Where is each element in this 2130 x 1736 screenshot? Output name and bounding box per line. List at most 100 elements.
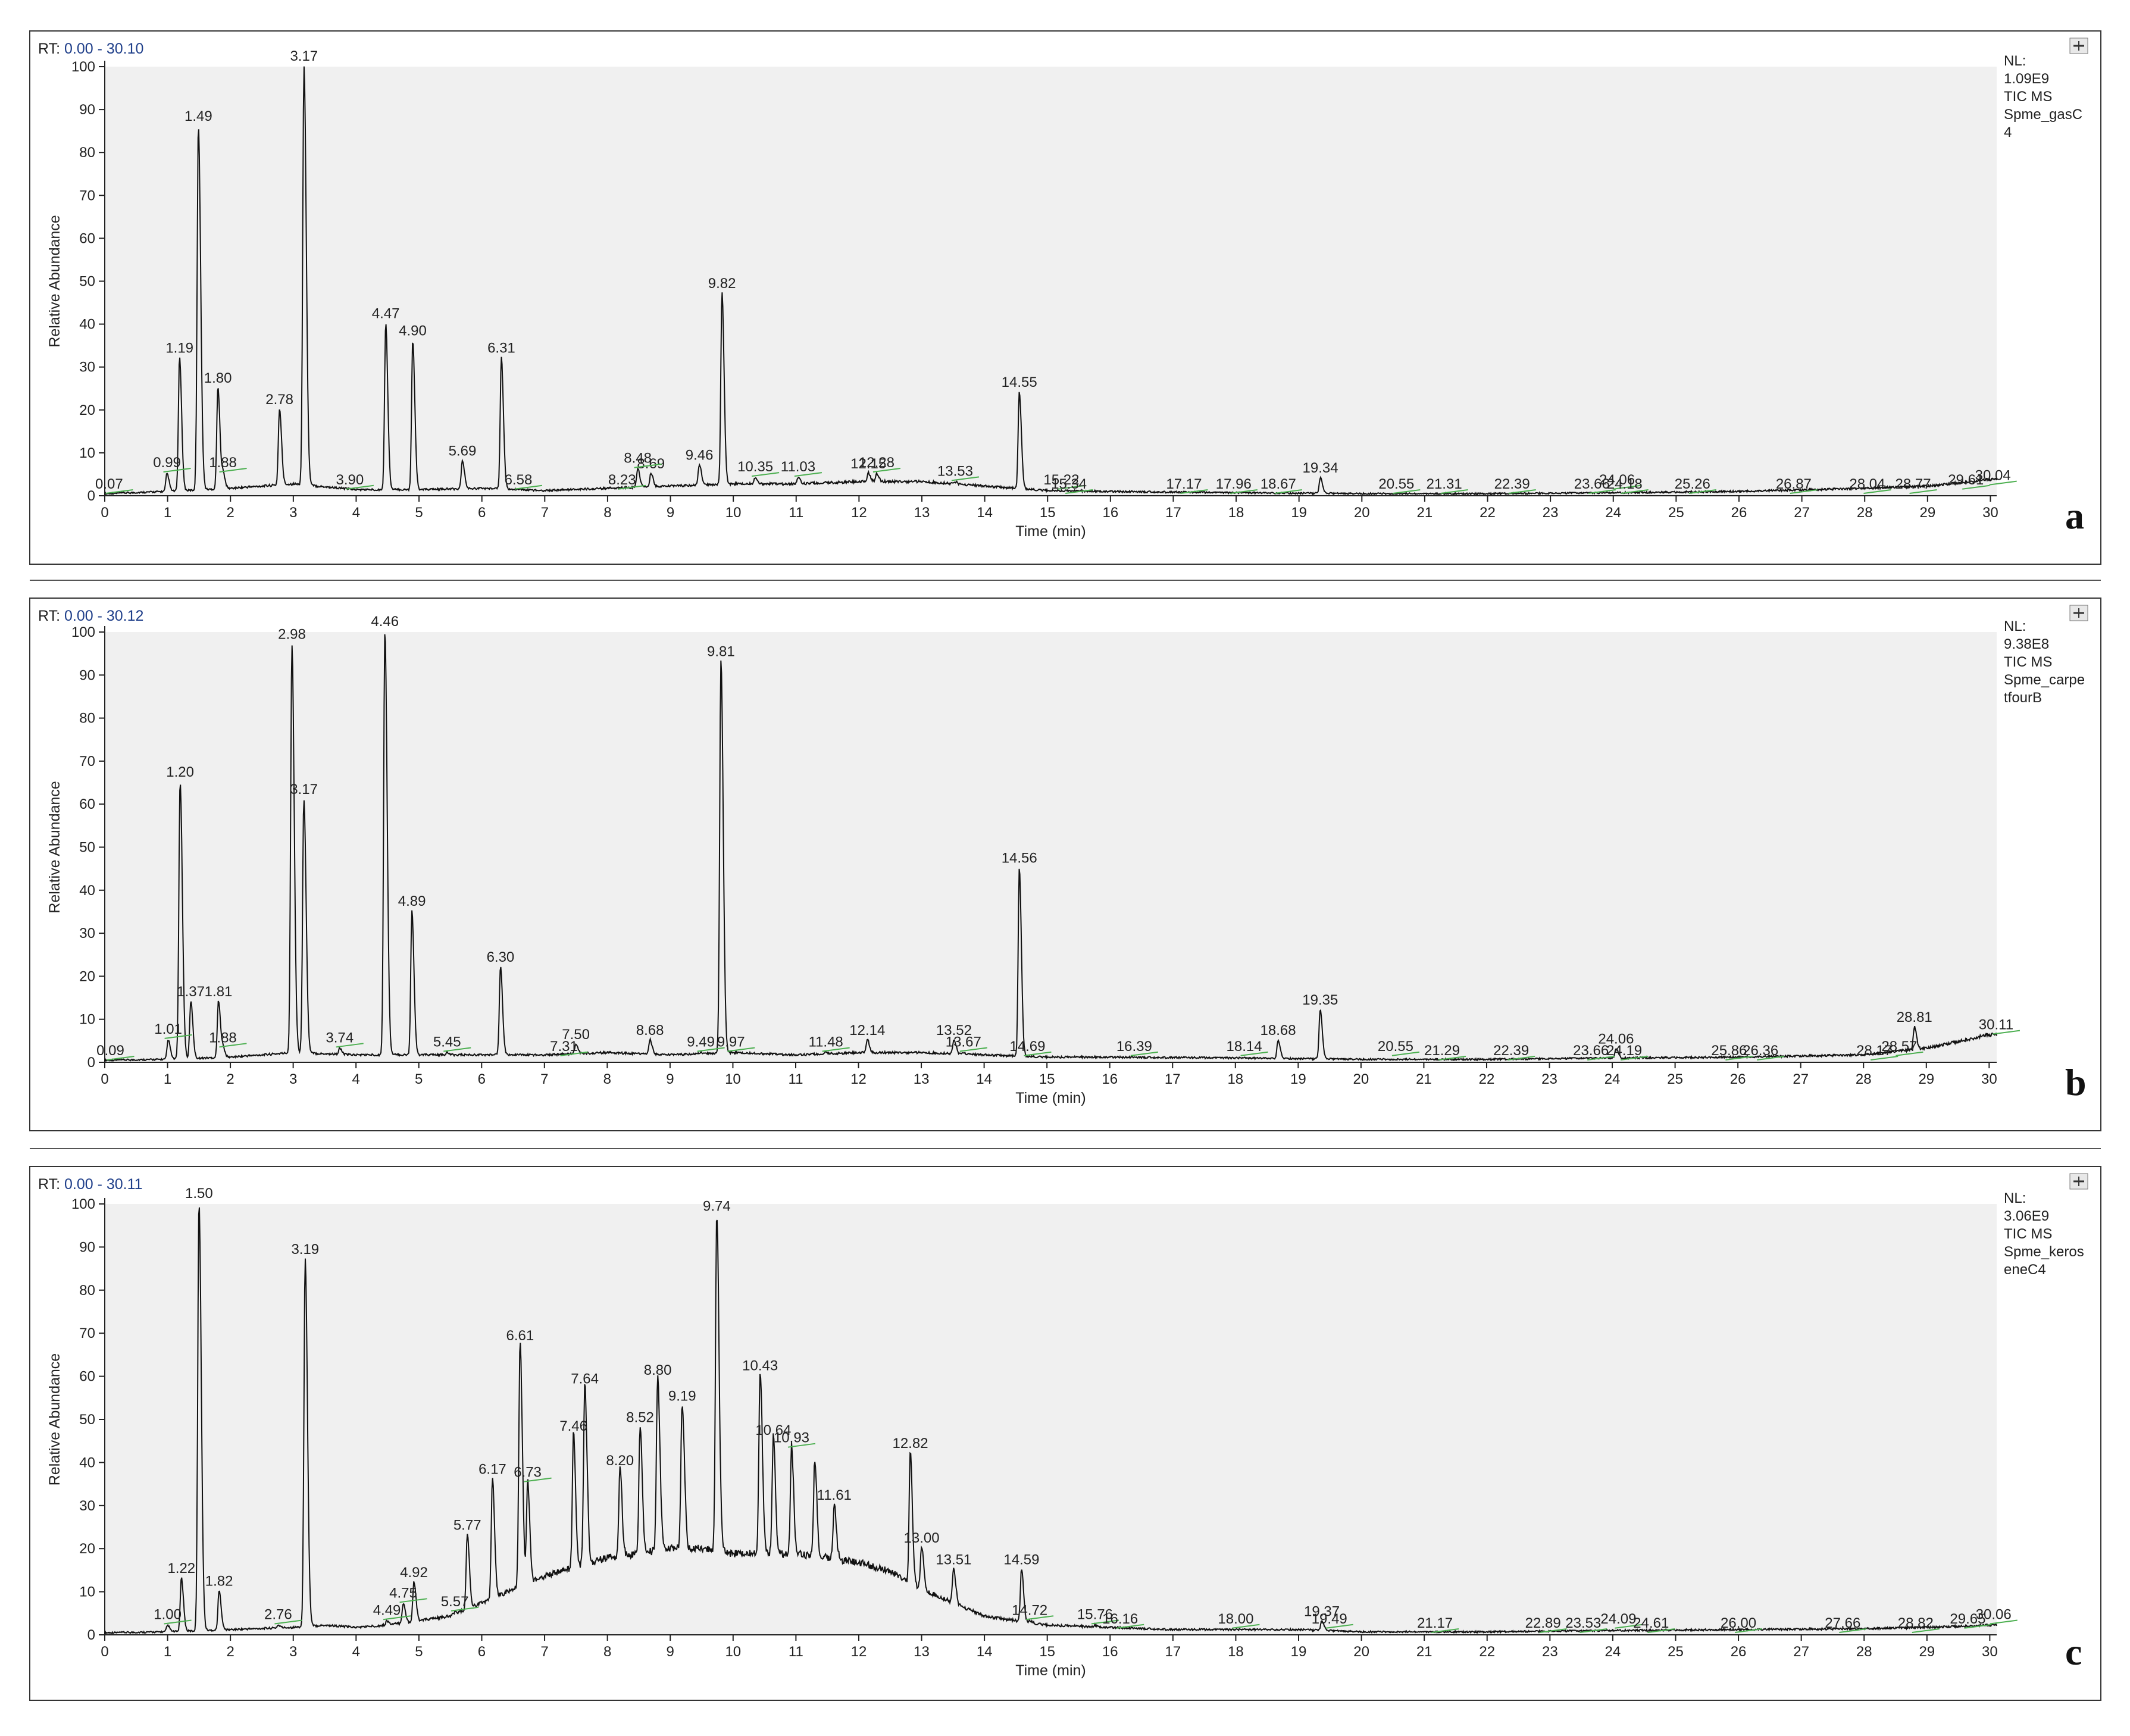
x-tick-label: 30 xyxy=(1982,1644,1998,1660)
x-tick-label: 21 xyxy=(1416,1644,1432,1660)
annotation-leader xyxy=(1579,1628,1607,1633)
peak-label-minor: 3.90 xyxy=(336,472,364,488)
annotation-leader xyxy=(1992,1030,2020,1035)
x-tick-label: 7 xyxy=(541,505,549,521)
info-line: Spme_carpe xyxy=(2004,672,2085,688)
peak-label: 12.82 xyxy=(892,1435,928,1452)
annotation-leader xyxy=(1621,489,1649,494)
y-tick-label: 70 xyxy=(79,187,95,204)
peak-label-minor: 8.23 xyxy=(608,472,636,488)
y-tick-label: 40 xyxy=(79,883,95,899)
peak-label-minor: 24.06 xyxy=(1599,472,1635,488)
peak-label-minor: 21.29 xyxy=(1424,1043,1460,1059)
peak-label-minor: 26.36 xyxy=(1743,1043,1778,1059)
x-tick-label: 11 xyxy=(789,1644,803,1660)
x-tick-label: 0 xyxy=(101,505,108,521)
peak-label-minor: 29.65 xyxy=(1950,1611,1985,1627)
y-axis-label: Relative Abundance xyxy=(46,781,63,913)
annotation-leader xyxy=(1896,1051,1923,1056)
annotation-leader xyxy=(1024,1051,1052,1056)
peak-label-minor: 23.66 xyxy=(1573,1043,1609,1059)
peak-label-minor: 1.01 xyxy=(154,1021,182,1037)
peak-label-minor: 18.00 xyxy=(1218,1611,1253,1627)
x-tick-label: 24 xyxy=(1605,505,1621,521)
peak-label-minor: 30.06 xyxy=(1976,1607,2012,1623)
panel-letter: b xyxy=(2065,1061,2087,1103)
pin-icon[interactable] xyxy=(2069,1173,2088,1190)
peak-label: 6.31 xyxy=(487,340,515,356)
x-tick-label: 28 xyxy=(1857,505,1873,521)
info-line: 3.06E9 xyxy=(2004,1208,2049,1224)
y-axis-label: Relative Abundance xyxy=(46,215,63,347)
annotation-leader xyxy=(751,472,780,477)
peak-label-minor: 23.66 xyxy=(1574,476,1610,492)
annotation-leader xyxy=(697,1047,725,1052)
peak-label-minor: 7.31 xyxy=(550,1039,578,1055)
peak-label-minor: 6.58 xyxy=(505,472,533,488)
info-line: NL: xyxy=(2004,1190,2026,1206)
x-tick-label: 18 xyxy=(1228,1644,1244,1660)
peak-label-minor: 24.18 xyxy=(1607,476,1643,492)
x-tick-label: 19 xyxy=(1291,1644,1307,1660)
peak-label: 1.50 xyxy=(185,1186,213,1202)
pin-icon[interactable] xyxy=(2069,605,2088,621)
rt-range: 0.00 - 30.10 xyxy=(64,40,143,57)
annotation-leader xyxy=(1989,480,2017,486)
peak-label: 3.17 xyxy=(290,48,318,64)
peak-label: 4.90 xyxy=(399,323,427,339)
annotation-leader xyxy=(1613,484,1641,490)
annotation-leader xyxy=(524,1477,552,1482)
peak-label: 6.17 xyxy=(478,1461,506,1477)
peak-label-minor: 22.39 xyxy=(1493,1043,1529,1059)
x-tick-label: 6 xyxy=(478,1644,486,1660)
annotation-leader xyxy=(1909,489,1937,494)
x-tick-label: 27 xyxy=(1793,1071,1809,1087)
y-tick-label: 20 xyxy=(79,1541,95,1557)
peak-label-minor: 1.88 xyxy=(209,455,237,471)
peak-label-minor: 14.69 xyxy=(1009,1039,1045,1055)
peak-label: 18.68 xyxy=(1261,1022,1296,1039)
peak-label: 1.80 xyxy=(204,370,232,386)
y-tick-label: 100 xyxy=(71,1196,95,1212)
x-tick-label: 10 xyxy=(725,1071,741,1087)
y-tick-label: 30 xyxy=(79,925,95,941)
x-tick-label: 1 xyxy=(164,505,171,521)
annotation-leader xyxy=(164,1619,192,1625)
x-tick-label: 28 xyxy=(1856,1644,1872,1660)
peak-label: 9.74 xyxy=(703,1199,731,1215)
x-tick-label: 4 xyxy=(352,1071,359,1087)
x-tick-label: 16 xyxy=(1102,505,1118,521)
pin-icon[interactable] xyxy=(2069,37,2088,54)
peak-label: 9.19 xyxy=(668,1388,696,1404)
annotation-leader xyxy=(1647,1628,1675,1633)
annotation-leader xyxy=(1507,1056,1535,1061)
annotation-leader xyxy=(1912,1628,1940,1633)
x-tick-label: 27 xyxy=(1793,1644,1809,1660)
annotation-leader xyxy=(1620,1056,1649,1061)
peak-label-minor: 5.45 xyxy=(433,1034,461,1050)
y-tick-label: 80 xyxy=(79,711,95,727)
peak-label-minor: 4.49 xyxy=(373,1602,401,1618)
x-tick-label: 18 xyxy=(1228,505,1244,521)
annotation-leader xyxy=(1232,1624,1260,1629)
x-tick-label: 3 xyxy=(289,1071,297,1087)
annotation-leader xyxy=(451,1606,479,1612)
peak-label-minor: 30.04 xyxy=(1975,468,2011,484)
x-tick-label: 29 xyxy=(1919,505,1935,521)
peak-label-minor: 10.93 xyxy=(774,1430,809,1446)
peak-label: 4.46 xyxy=(371,614,399,630)
annotation-leader xyxy=(1508,489,1536,494)
chromatogram-trace xyxy=(104,66,1997,496)
peak-label: 3.19 xyxy=(291,1241,319,1258)
chromatogram-trace xyxy=(104,1207,1997,1635)
peak-label-minor: 15.22 xyxy=(1043,472,1079,488)
peak-label: 24.06 xyxy=(1598,1031,1634,1047)
x-tick-label: 16 xyxy=(1102,1644,1118,1660)
peak-label-minor: 23.53 xyxy=(1565,1615,1601,1631)
annotation-leader xyxy=(1274,489,1302,494)
peak-label-minor: 29.61 xyxy=(1948,472,1984,488)
peak-label: 8.68 xyxy=(636,1022,664,1039)
annotation-leader xyxy=(1091,1619,1119,1625)
y-axis-label: Relative Abundance xyxy=(46,1353,63,1485)
